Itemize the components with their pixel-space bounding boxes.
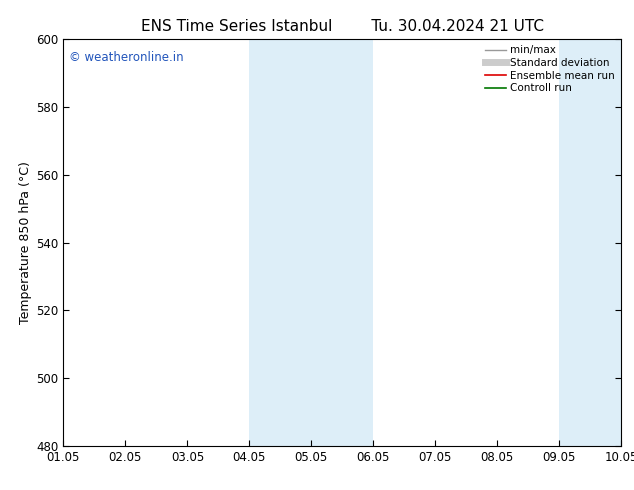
- Bar: [311, 39, 373, 446]
- Bar: [559, 39, 621, 446]
- Bar: [249, 39, 311, 446]
- Text: © weatheronline.in: © weatheronline.in: [69, 51, 184, 64]
- Y-axis label: Temperature 850 hPa (°C): Temperature 850 hPa (°C): [19, 161, 32, 324]
- Legend: min/max, Standard deviation, Ensemble mean run, Controll run: min/max, Standard deviation, Ensemble me…: [481, 41, 619, 98]
- Title: ENS Time Series Istanbul        Tu. 30.04.2024 21 UTC: ENS Time Series Istanbul Tu. 30.04.2024 …: [141, 19, 544, 34]
